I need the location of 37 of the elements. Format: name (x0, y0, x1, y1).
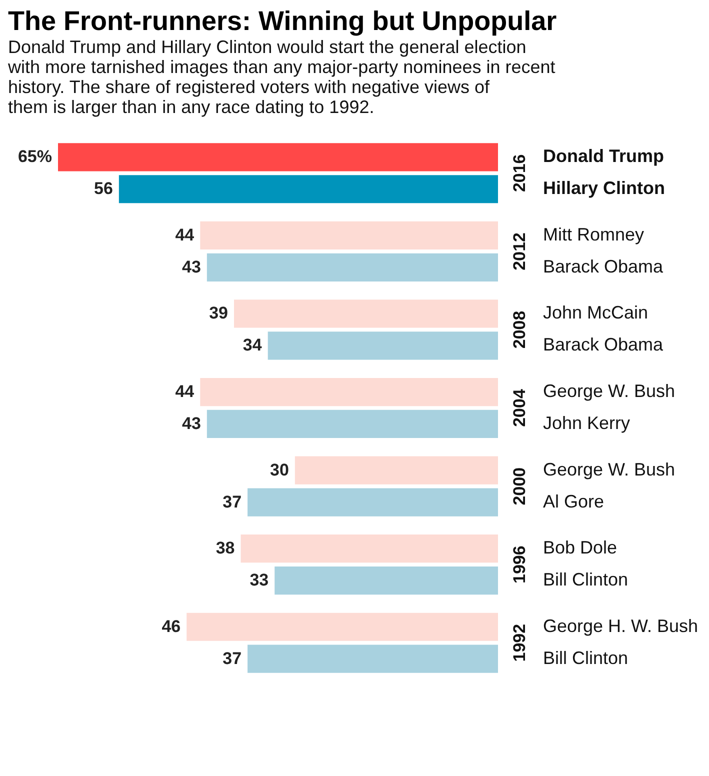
y-tick-label: George W. Bush (543, 459, 676, 480)
y-tick-label: John Kerry (543, 412, 630, 433)
data-label: 30 (270, 460, 289, 480)
y-tick-label: Mitt Romney (543, 224, 644, 244)
data-label: 46 (162, 616, 181, 636)
y-tick-label: Bill Clinton (543, 570, 628, 590)
text: 2000 (510, 467, 529, 506)
data-label: 43 (182, 257, 201, 276)
data-label: 43 (182, 414, 201, 433)
y-tick-label: George W. Bush (543, 381, 676, 402)
text: 1996 (510, 546, 529, 584)
chart-title: The Front-runners: Winning but Unpopular (8, 6, 558, 36)
y-tick-label: Bob Dole (543, 538, 618, 558)
text: 2016 (510, 154, 529, 192)
data-label: 39 (209, 304, 228, 323)
data-label: 38 (216, 538, 235, 558)
text: 2004 (510, 388, 529, 427)
y-tick-label: John McCain (543, 302, 648, 323)
data-label: 37 (222, 648, 242, 668)
chart-subtitle: Donald Trump and Hillary Clinton would start the general election with more tarnished images than any major-party nominees in recent history. The share of registered voters with negative views of them is larger than in any race dating to 1992. (7, 37, 556, 117)
data-label: 56 (94, 179, 113, 198)
text: 1992 (510, 624, 529, 662)
y-tick-label: Barack Obama (543, 334, 664, 355)
data-label: 34 (242, 336, 262, 355)
y-tick-label: Barack Obama (543, 256, 664, 276)
data-label: 37 (222, 492, 242, 512)
y-tick-label: Bill Clinton (543, 648, 628, 668)
y-tick-label: George H. W. Bush (543, 616, 698, 636)
data-label: 33 (250, 570, 269, 590)
data-label: 65% (18, 147, 52, 166)
text: 2012 (510, 232, 529, 270)
y-tick-label: Hillary Clinton (543, 178, 666, 198)
text: 2008 (510, 310, 529, 349)
data-label: 44 (175, 225, 195, 244)
y-tick-label: Al Gore (543, 491, 604, 512)
y-tick-label: Donald Trump (543, 146, 664, 166)
data-label: 44 (175, 382, 195, 402)
